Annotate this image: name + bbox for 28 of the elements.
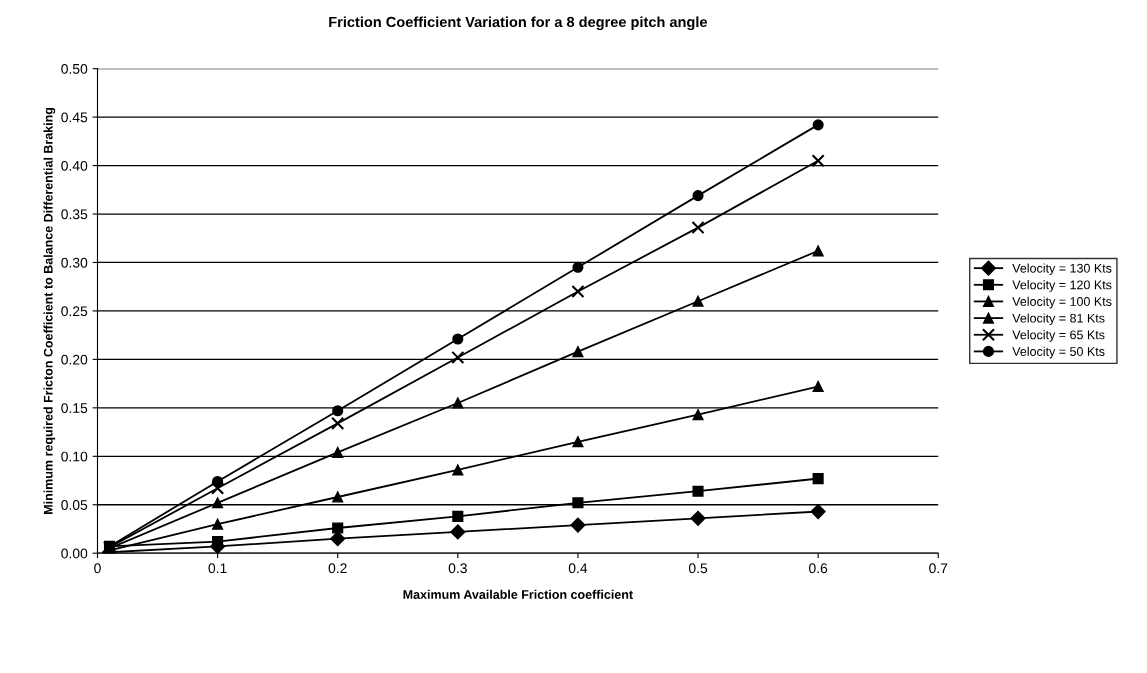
legend-label: Velocity = 65 Kts [1012,330,1105,342]
legend-label: Velocity = 81 Kts [1012,313,1105,326]
legend-label: Velocity = 120 Kts [1012,280,1112,292]
x-tick-label: 0.3 [448,563,467,574]
legend-label: Velocity = 50 Kts [1012,346,1105,359]
x-tick-label: 0.4 [568,563,588,574]
y-axis-title: Minimum required Fricton Coefficient to Balance Differential Braking [43,107,56,514]
x-tick-label: 0.2 [328,563,347,574]
y-tick-label: 0.30 [61,257,88,268]
y-tick-label: 0.20 [61,354,88,365]
y-tick-label: 0.50 [61,63,88,74]
y-tick-label: 0.00 [61,548,88,559]
y-tick-label: 0.45 [61,112,88,123]
y-tick-label: 0.35 [61,209,88,220]
legend-label: Velocity = 130 Kts [1012,263,1112,276]
y-tick-label: 0.25 [61,306,88,317]
y-tick-label: 0.10 [61,451,88,462]
x-tick-label: 0 [94,563,101,574]
legend-label: Velocity = 100 Kts [1012,296,1112,309]
x-tick-label: 0.7 [929,563,948,574]
x-axis-title: Maximum Available Friction coefficient [403,589,633,599]
y-tick-label: 0.15 [61,403,88,414]
x-tick-label: 0.6 [809,563,828,574]
x-tick-label: 0.1 [208,563,227,574]
chart-title: Friction Coefficient Variation for a 8 degree pitch angle [329,16,708,31]
y-tick-label: 0.05 [61,500,88,510]
y-tick-label: 0.40 [61,160,88,171]
x-tick-label: 0.5 [688,563,708,574]
